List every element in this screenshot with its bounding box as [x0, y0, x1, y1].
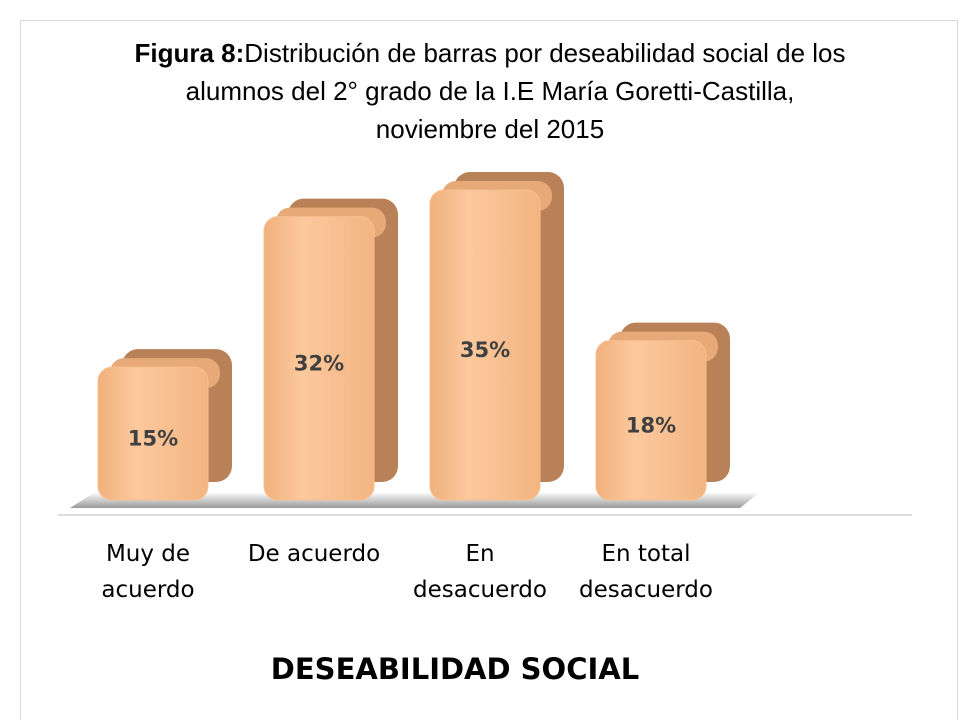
bar [97, 366, 209, 501]
chart-title-box: Figura 8:Distribución de barras por dese… [130, 34, 850, 148]
data-label: 15% [128, 427, 178, 451]
chart-frame [20, 20, 958, 720]
bar [263, 216, 375, 501]
x-tick-label: Muy de acuerdo [101, 541, 195, 603]
x-tick-label: En total desacuerdo [579, 541, 713, 603]
chart-title: Distribución de barras por deseabilidad … [185, 38, 846, 144]
bar [429, 189, 541, 501]
chart-title-label: Figura 8: [134, 38, 245, 68]
data-label: 32% [294, 351, 344, 375]
x-tick-label: En desacuerdo [413, 541, 547, 603]
x-tick-label: De acuerdo [247, 541, 381, 567]
x-axis-label: DESEABILIDAD SOCIAL [270, 652, 640, 686]
floor [70, 492, 760, 508]
data-label: 18% [626, 413, 676, 437]
bar [595, 340, 707, 501]
data-label: 35% [460, 338, 510, 362]
